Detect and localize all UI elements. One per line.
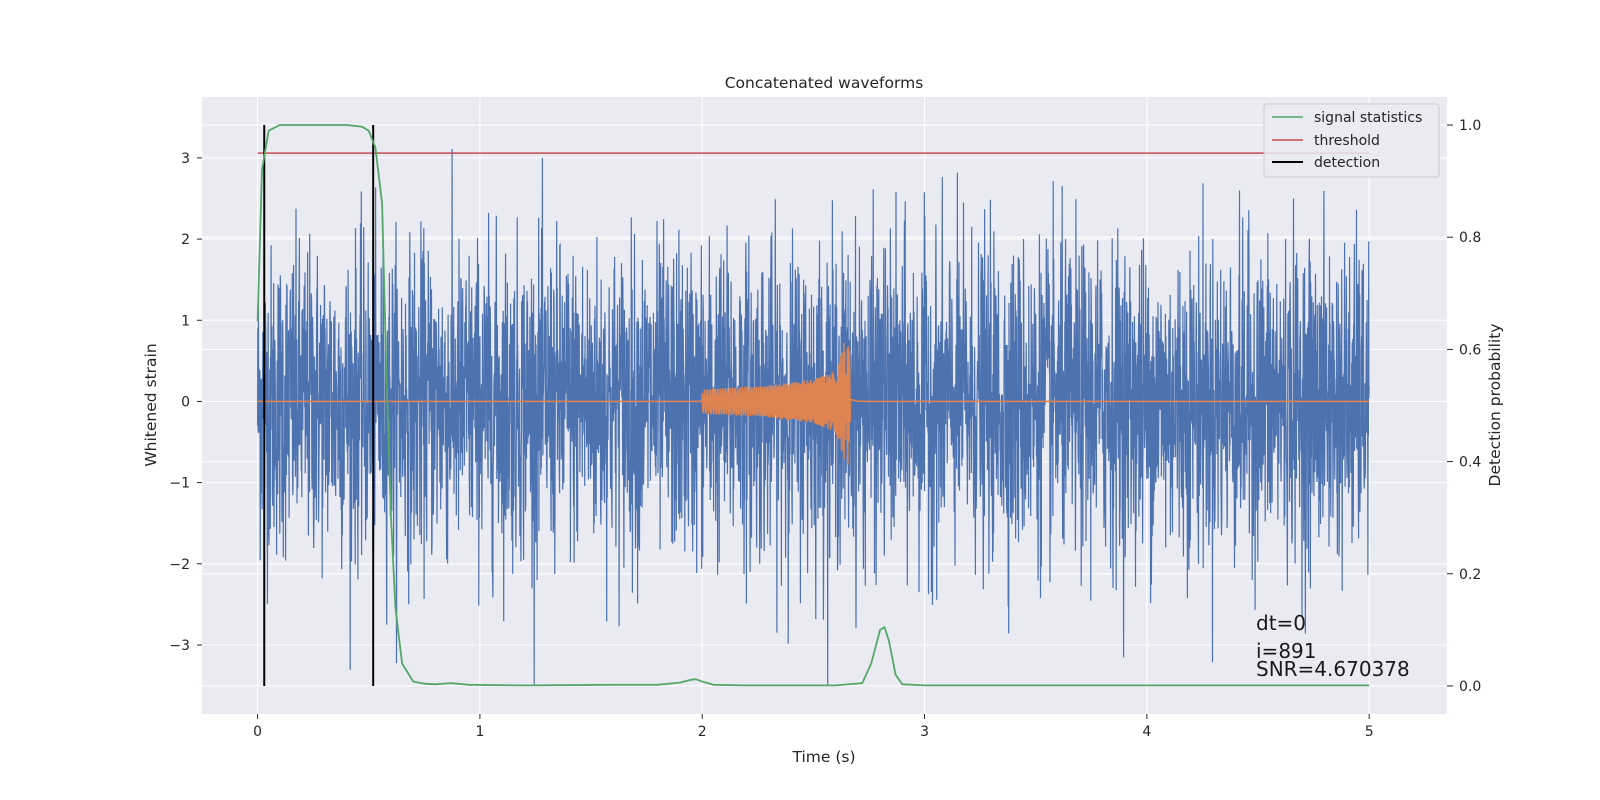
legend-label-detection: detection [1314,155,1380,171]
legend-box [1263,103,1440,178]
y2-tick-label: 0.2 [1459,567,1481,583]
y-tick-label: 1 [181,313,190,329]
y2-tick-label: 0.6 [1459,342,1481,358]
x-tick-label: 2 [698,724,707,740]
x-tick-label: 3 [920,724,929,740]
data-series [256,124,1370,687]
y-tick-label: 0 [181,394,190,410]
chart-title: Concatenated waveforms [725,74,924,92]
x-tick-label: 5 [1365,724,1374,740]
template-series-line [257,342,1370,465]
annotation-snr: SNR=4.670378 [1256,657,1410,681]
signal-statistics-series-line [256,124,1370,687]
x-axis-label: Time (s) [791,748,855,766]
y2-tick-label: 0.0 [1459,679,1481,695]
y2-tick-label: 0.8 [1459,230,1481,246]
strain-series-line [257,148,1370,686]
legend: signal statistics threshold detection [1263,103,1440,178]
y-tick-label: 2 [181,232,190,248]
y-tick-label: −1 [169,476,190,492]
y-tick-label: −3 [169,638,190,654]
y2-axis-label: Detection probability [1486,324,1504,487]
y-tick-label: −2 [169,557,190,573]
annotation-dt: dt=0 [1256,611,1306,635]
axis-ticks: 0 1 2 3 4 5 3 2 1 0 −1 −2 −3 1.0 0.8 0.6 0.4 0.2 0.0 [169,118,1481,740]
x-tick-label: 1 [475,724,484,740]
legend-label-threshold: threshold [1314,133,1380,149]
y2-tick-label: 0.4 [1459,455,1481,471]
y2-tick-label: 1.0 [1459,118,1481,134]
annotation-block: dt=0 i=891 SNR=4.670378 [1256,611,1410,681]
y-tick-label: 3 [181,151,190,167]
clipped-series-group [256,124,1370,687]
x-tick-label: 0 [253,724,262,740]
y-axis-label: Whitened strain [142,343,160,466]
annotation-index: i=891 [1256,639,1317,663]
legend-label-signal-statistics: signal statistics [1314,110,1422,126]
x-tick-label: 4 [1142,724,1151,740]
